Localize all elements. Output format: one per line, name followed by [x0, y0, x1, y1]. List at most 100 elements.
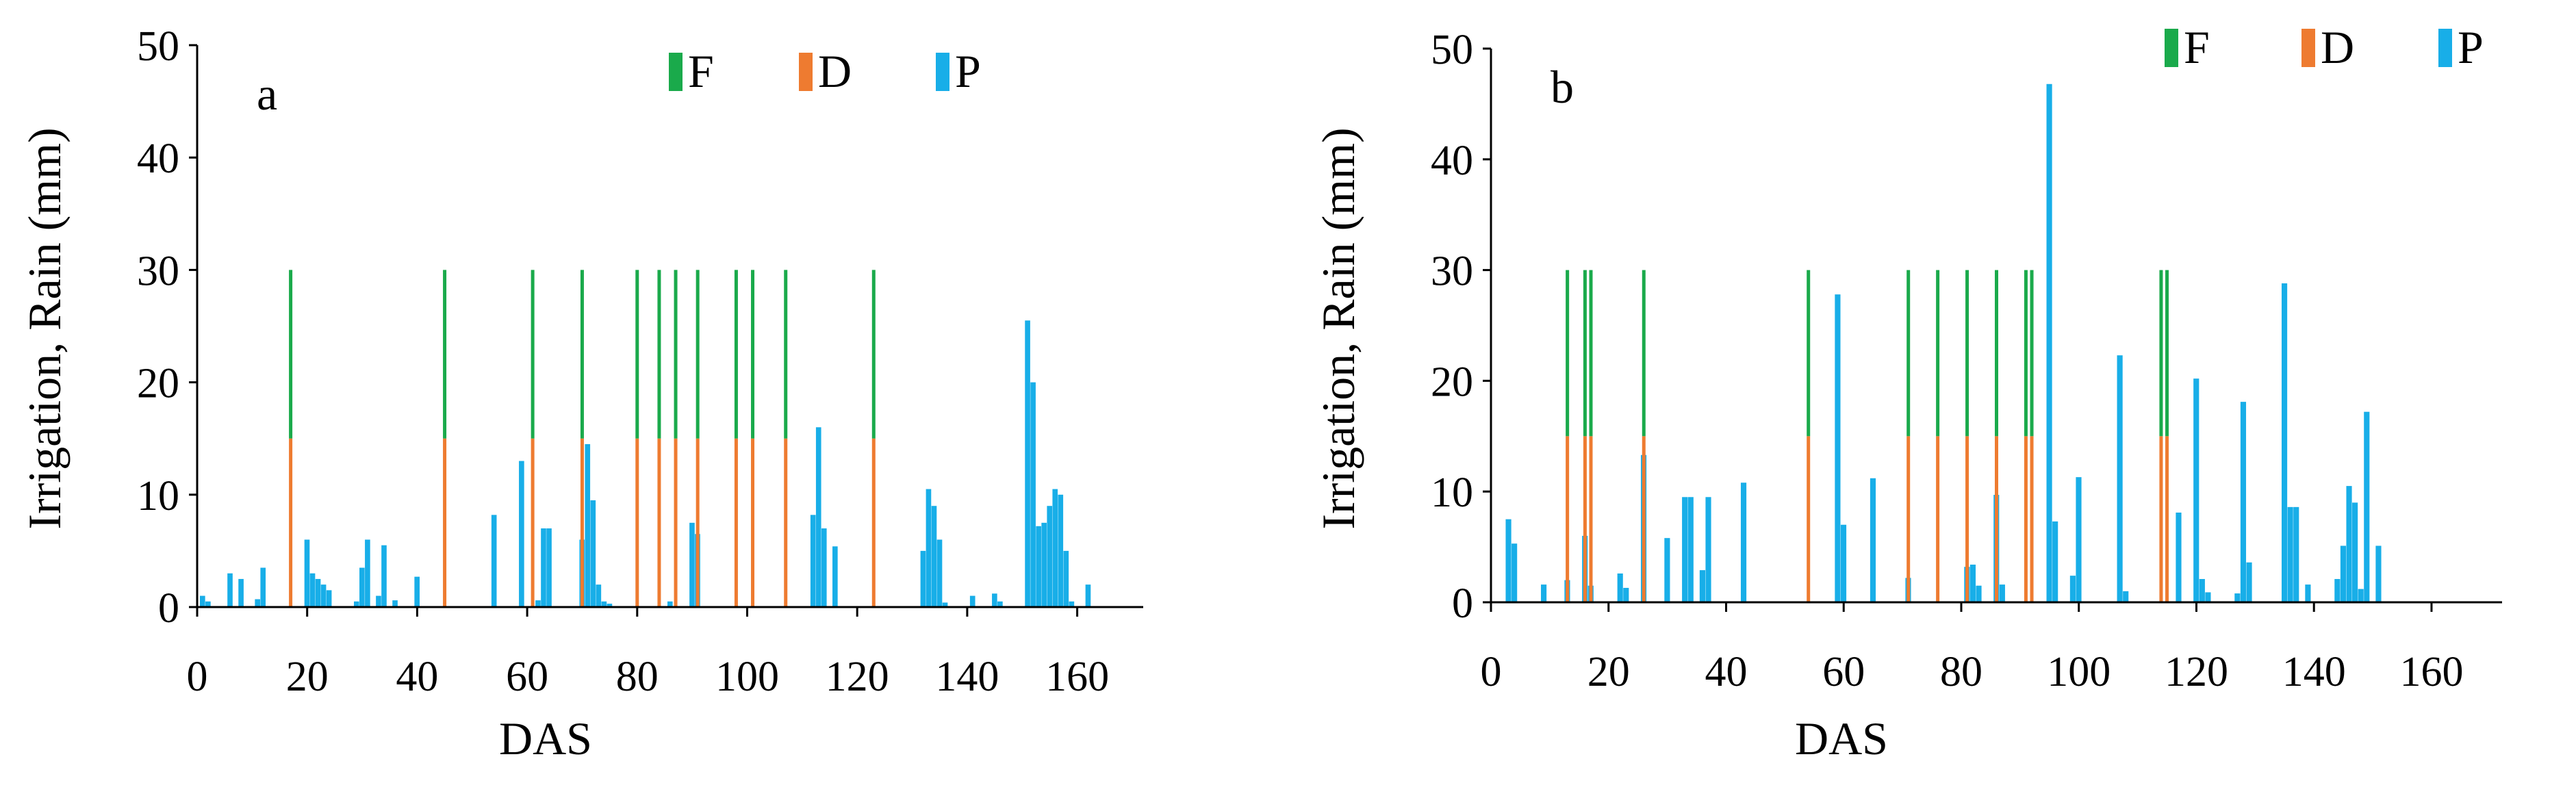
panel-a-bar-P: [1069, 601, 1075, 607]
panel-b-bar-P: [1976, 585, 1982, 602]
panel-b-bar-P: [2346, 486, 2352, 602]
panel-b-bar-P: [2287, 506, 2293, 602]
panel-b-bar-D: [1995, 436, 1998, 602]
panel-a-bar-P: [942, 602, 948, 607]
panel-a-bar-D: [657, 438, 661, 607]
panel-b-bar-D: [2159, 436, 2163, 602]
panel-a-bar-P: [969, 595, 975, 607]
panel-b-x-tick-label: 120: [2165, 649, 2228, 695]
panel-a-bar-P: [1025, 320, 1030, 607]
panel-a-bar-P: [1036, 526, 1041, 607]
panel-a-x-axis-title: DAS: [499, 712, 592, 764]
panel-b-bar-D: [2165, 436, 2169, 602]
panel-b-bar-D: [1583, 436, 1587, 602]
panel-a-x-tick-label: 120: [826, 654, 889, 700]
panel-b-bar-P: [1699, 570, 1706, 602]
panel-b-bar-D: [2024, 436, 2028, 602]
panel-a-bar-P: [590, 500, 596, 607]
panel-a-bar-D: [674, 438, 678, 607]
panel-b-bar-D: [1589, 436, 1593, 602]
panel-a-bar-P: [821, 528, 827, 607]
panel-b-y-tick-label: 0: [1452, 580, 1473, 627]
panel-b-y-tick-label: 20: [1431, 359, 1473, 405]
panel-b-bar-F: [2159, 270, 2163, 437]
panel-a-plot: 0 10 20 30 40 50 0 20 40 60 80 100 120 140 160 F D P: [137, 23, 1143, 700]
panel-a: a DAS Irrigation, Rain (mm): [18, 68, 592, 764]
panel-a-bar-F: [635, 270, 639, 439]
panel-b-bar-F: [1965, 270, 1969, 437]
panel-b-x-tick-label: 20: [1587, 649, 1630, 695]
panel-a-bar-P: [931, 506, 937, 607]
panel-b-bar-P: [1999, 584, 2005, 602]
panel-a-bar-P: [326, 590, 332, 607]
panel-a-bar-P: [359, 567, 365, 607]
panel-b-x-tick-label: 140: [2282, 649, 2346, 695]
panel-a-y-tick-label: 40: [137, 136, 179, 182]
panel-b-bar-F: [1936, 270, 1940, 437]
panel-a-bar-D: [734, 438, 738, 607]
panel-a-bar-P: [320, 584, 327, 607]
panel-b-bar-P: [1505, 519, 1512, 602]
panel-b-bar-P: [1740, 482, 1747, 602]
panel-a-bar-P: [353, 601, 359, 607]
panel-b-y-tick-label: 40: [1431, 138, 1473, 184]
panel-b-bar-F: [1642, 270, 1646, 437]
panel-a-y-tick-label: 50: [137, 23, 179, 70]
legend-label-F: F: [2184, 21, 2210, 73]
panel-b-bar-F: [1807, 270, 1811, 437]
panel-b-y-tick-label: 30: [1431, 248, 1473, 295]
panel-b-bar-P: [2076, 477, 2082, 602]
panel-b-bar-F: [2030, 270, 2034, 437]
panel-b-bar-D: [1642, 436, 1646, 602]
panel-a-x-tick-label: 60: [506, 654, 548, 700]
panel-b-bar-F: [2165, 270, 2169, 437]
panel-a-bar-F: [531, 270, 535, 439]
panel-a-bar-F: [871, 270, 876, 439]
panel-a-bar-P: [414, 576, 420, 607]
panel-a-bar-P: [519, 461, 524, 607]
legend-label-D: D: [818, 45, 852, 97]
panel-a-bar-F: [696, 270, 700, 439]
panel-a-bar-F: [784, 270, 788, 439]
panel-b: b DAS Irrigation, Rain (mm): [1312, 61, 1888, 764]
legend-swatch-D: [2301, 29, 2315, 67]
panel-b-bar-P: [1969, 564, 1976, 602]
panel-a-bar-D: [871, 438, 876, 607]
panel-a-bar-F: [580, 270, 584, 439]
panel-a-bar-P: [1047, 506, 1053, 607]
panel-a-bar-F: [734, 270, 738, 439]
panel-a-bar-P: [1030, 382, 1036, 607]
panel-a-bar-P: [1041, 522, 1047, 607]
panel-a-bar-P: [200, 595, 205, 607]
panel-a-bar-F: [443, 270, 447, 439]
panel-a-bar-P: [381, 545, 387, 607]
panel-b-bar-P: [2358, 589, 2364, 602]
panel-b-plot: 0 10 20 30 40 50 0 20 40 60 80 100 120 140 160 F D P: [1431, 21, 2502, 695]
panel-a-bar-F: [751, 270, 755, 439]
panel-b-bar-P: [2052, 521, 2058, 602]
panel-a-bar-P: [1058, 494, 1064, 607]
panel-a-bar-D: [696, 438, 700, 607]
panel-b-bar-P: [1540, 584, 1547, 602]
panel-a-bar-F: [657, 270, 661, 439]
panel-a-bar-D: [531, 438, 535, 607]
panel-b-bar-P: [1682, 497, 1688, 602]
legend-swatch-P: [2438, 29, 2452, 67]
panel-a-bar-P: [491, 515, 497, 607]
panel-a-y-tick-label: 30: [137, 248, 179, 294]
panel-b-bar-P: [1664, 538, 1670, 602]
panel-b-bar-P: [2352, 502, 2358, 602]
panel-a-x-tick-label: 80: [616, 654, 659, 700]
legend-swatch-P: [936, 53, 949, 91]
panel-b-label: b: [1551, 61, 1574, 113]
panel-a-bar-D: [751, 438, 755, 607]
panel-a-bar-P: [205, 601, 211, 607]
panel-a-bar-D: [784, 438, 788, 607]
panel-b-bar-P: [1687, 497, 1694, 602]
panel-b-bar-P: [1835, 294, 1841, 602]
panel-b-bar-P: [2234, 593, 2241, 602]
panel-a-bar-P: [541, 528, 546, 607]
panel-b-bar-P: [2293, 506, 2299, 602]
